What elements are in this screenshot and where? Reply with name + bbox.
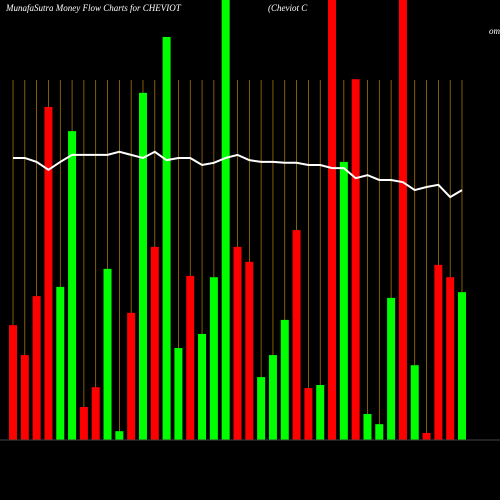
- bar: [221, 0, 230, 440]
- bar: [9, 325, 17, 440]
- bar: [375, 424, 384, 440]
- bar: [127, 312, 136, 440]
- bar: [292, 230, 301, 440]
- bar: [280, 319, 289, 440]
- bar: [20, 355, 29, 440]
- bar: [363, 414, 372, 440]
- bar: [316, 385, 325, 440]
- bar: [209, 277, 218, 440]
- bar: [56, 286, 65, 440]
- bar: [174, 348, 183, 440]
- bar: [398, 0, 407, 440]
- bar: [351, 79, 360, 440]
- bar: [233, 246, 242, 440]
- bar: [422, 432, 431, 440]
- bar: [138, 92, 147, 440]
- bar: [268, 355, 277, 440]
- bar: [339, 161, 348, 441]
- bar: [387, 297, 396, 440]
- bar: [79, 407, 88, 440]
- bar: [68, 131, 77, 440]
- bar: [32, 296, 41, 440]
- bar: [115, 431, 124, 440]
- bar: [458, 292, 466, 440]
- money-flow-line: [13, 150, 463, 199]
- bar: [410, 365, 419, 440]
- bar: [103, 268, 112, 440]
- chart-subtitle: (Cheviot C: [268, 3, 308, 13]
- bar: [91, 387, 100, 440]
- bar: [446, 277, 455, 440]
- chart-title: MunafaSutra Money Flow Charts for CHEVIO…: [5, 3, 182, 13]
- bar: [245, 261, 254, 440]
- bar: [162, 36, 171, 441]
- bar: [304, 388, 313, 440]
- bar: [150, 246, 159, 440]
- bar: [198, 333, 207, 440]
- corner-text: om: [489, 26, 500, 36]
- bar: [257, 377, 266, 440]
- bar: [434, 264, 443, 440]
- bar: [328, 0, 337, 440]
- bar: [186, 275, 195, 440]
- bar: [44, 106, 53, 441]
